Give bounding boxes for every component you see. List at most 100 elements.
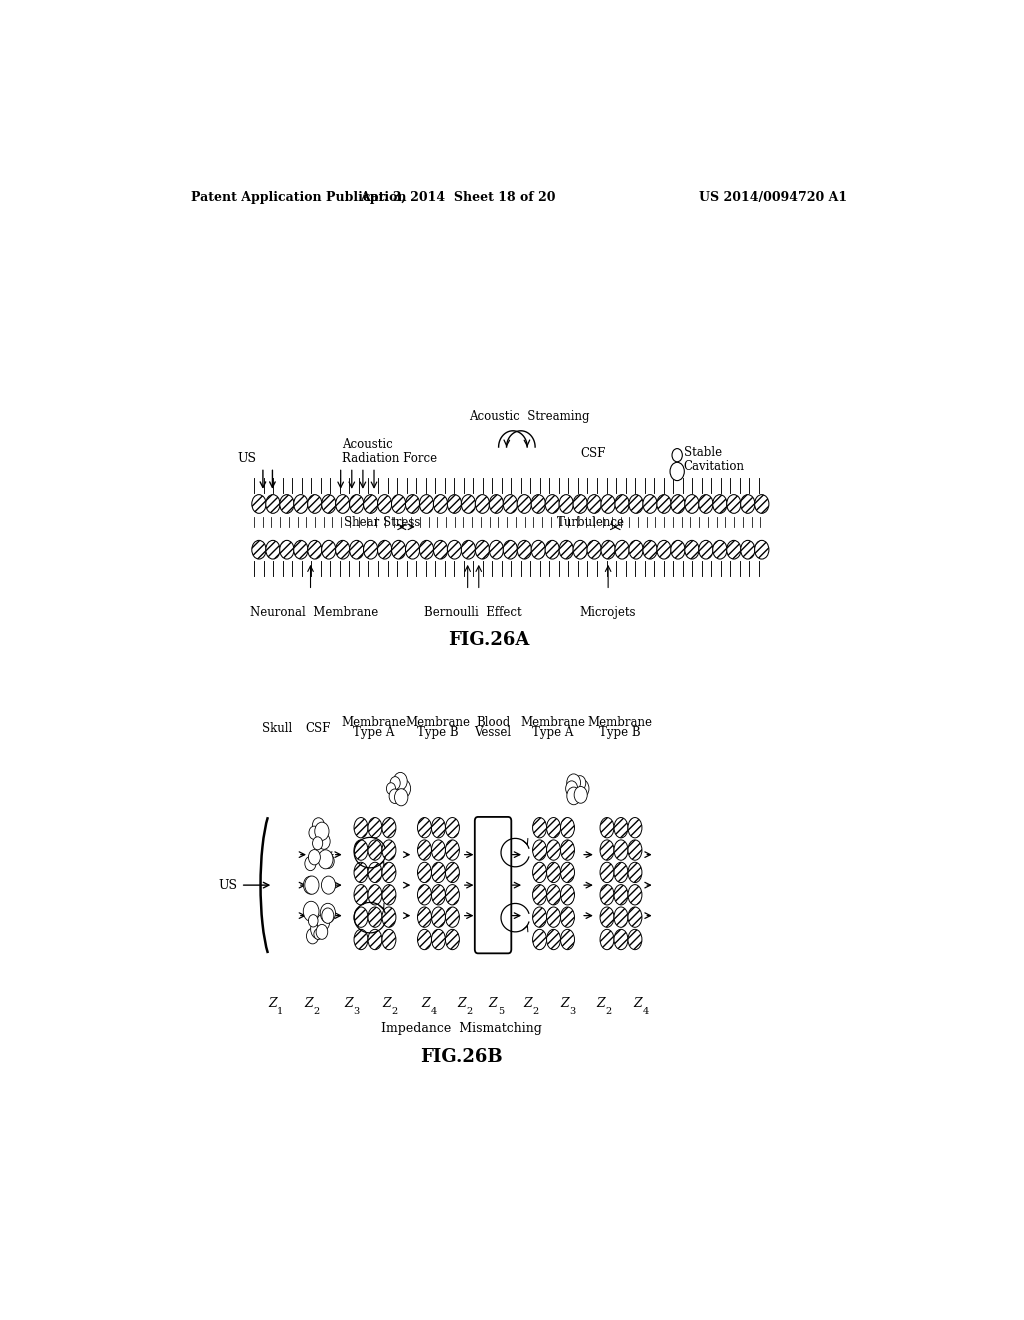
Ellipse shape bbox=[322, 495, 336, 513]
Ellipse shape bbox=[698, 540, 713, 560]
Ellipse shape bbox=[368, 884, 382, 906]
Ellipse shape bbox=[445, 817, 460, 838]
Ellipse shape bbox=[727, 495, 741, 513]
Text: Patent Application Publication: Patent Application Publication bbox=[191, 190, 407, 203]
Text: 4: 4 bbox=[430, 1007, 436, 1016]
Ellipse shape bbox=[349, 540, 364, 560]
Circle shape bbox=[394, 789, 408, 805]
Circle shape bbox=[565, 781, 578, 796]
Ellipse shape bbox=[601, 540, 615, 560]
Ellipse shape bbox=[382, 840, 396, 861]
Ellipse shape bbox=[368, 907, 382, 928]
Ellipse shape bbox=[628, 907, 642, 928]
Circle shape bbox=[574, 776, 586, 791]
Ellipse shape bbox=[307, 540, 322, 560]
Ellipse shape bbox=[740, 495, 755, 513]
Text: Z: Z bbox=[560, 997, 568, 1010]
Text: FIG.26B: FIG.26B bbox=[420, 1048, 503, 1065]
Text: Blood: Blood bbox=[476, 715, 510, 729]
Ellipse shape bbox=[727, 540, 741, 560]
Ellipse shape bbox=[349, 495, 364, 513]
Ellipse shape bbox=[698, 495, 713, 513]
Ellipse shape bbox=[532, 862, 547, 883]
Circle shape bbox=[318, 850, 333, 869]
Circle shape bbox=[321, 903, 336, 923]
Text: 3: 3 bbox=[353, 1007, 359, 1016]
Ellipse shape bbox=[382, 862, 396, 883]
Ellipse shape bbox=[431, 884, 445, 906]
Ellipse shape bbox=[280, 540, 294, 560]
Circle shape bbox=[323, 854, 334, 869]
Ellipse shape bbox=[354, 907, 368, 928]
Text: 5: 5 bbox=[498, 1007, 504, 1016]
Ellipse shape bbox=[391, 540, 406, 560]
Ellipse shape bbox=[559, 495, 573, 513]
Ellipse shape bbox=[532, 907, 547, 928]
Ellipse shape bbox=[531, 540, 546, 560]
Ellipse shape bbox=[601, 495, 615, 513]
Ellipse shape bbox=[391, 495, 406, 513]
Text: Acoustic  Streaming: Acoustic Streaming bbox=[469, 409, 590, 422]
Circle shape bbox=[322, 908, 334, 924]
Ellipse shape bbox=[628, 862, 642, 883]
Ellipse shape bbox=[628, 929, 642, 949]
Ellipse shape bbox=[628, 840, 642, 861]
Ellipse shape bbox=[420, 540, 434, 560]
Text: US 2014/0094720 A1: US 2014/0094720 A1 bbox=[699, 190, 848, 203]
Ellipse shape bbox=[280, 495, 294, 513]
Ellipse shape bbox=[547, 840, 560, 861]
Ellipse shape bbox=[587, 540, 601, 560]
Ellipse shape bbox=[560, 929, 574, 949]
Ellipse shape bbox=[418, 907, 431, 928]
Text: CSF: CSF bbox=[306, 722, 331, 735]
Text: US: US bbox=[218, 879, 238, 891]
Ellipse shape bbox=[418, 884, 431, 906]
Ellipse shape bbox=[252, 540, 266, 560]
Ellipse shape bbox=[560, 884, 574, 906]
FancyBboxPatch shape bbox=[475, 817, 511, 953]
Ellipse shape bbox=[559, 540, 573, 560]
Circle shape bbox=[308, 850, 321, 865]
Text: 1: 1 bbox=[278, 1007, 284, 1016]
Circle shape bbox=[670, 462, 684, 480]
Circle shape bbox=[303, 902, 319, 921]
Ellipse shape bbox=[671, 495, 685, 513]
Circle shape bbox=[390, 776, 400, 789]
Ellipse shape bbox=[560, 907, 574, 928]
Ellipse shape bbox=[354, 817, 368, 838]
Ellipse shape bbox=[628, 817, 642, 838]
Text: Radiation Force: Radiation Force bbox=[342, 453, 437, 466]
Ellipse shape bbox=[431, 929, 445, 949]
Text: Z: Z bbox=[523, 997, 531, 1010]
Ellipse shape bbox=[475, 495, 489, 513]
Ellipse shape bbox=[600, 840, 614, 861]
Circle shape bbox=[574, 787, 587, 804]
Ellipse shape bbox=[406, 495, 420, 513]
Circle shape bbox=[317, 833, 330, 849]
Ellipse shape bbox=[685, 540, 699, 560]
Text: Type B: Type B bbox=[417, 726, 459, 739]
Ellipse shape bbox=[643, 540, 657, 560]
Ellipse shape bbox=[545, 495, 559, 513]
Text: Z: Z bbox=[304, 997, 313, 1010]
Ellipse shape bbox=[573, 540, 588, 560]
Circle shape bbox=[316, 913, 330, 931]
Ellipse shape bbox=[489, 540, 504, 560]
Text: Shear Stress: Shear Stress bbox=[344, 516, 420, 529]
Ellipse shape bbox=[628, 884, 642, 906]
Ellipse shape bbox=[600, 862, 614, 883]
Ellipse shape bbox=[368, 862, 382, 883]
Circle shape bbox=[322, 876, 336, 894]
Ellipse shape bbox=[294, 495, 308, 513]
Ellipse shape bbox=[713, 540, 727, 560]
Text: Z: Z bbox=[268, 997, 276, 1010]
Circle shape bbox=[389, 789, 400, 804]
Ellipse shape bbox=[266, 495, 280, 513]
Text: Membrane: Membrane bbox=[520, 715, 585, 729]
Text: FIG.26A: FIG.26A bbox=[449, 631, 529, 649]
Text: Z: Z bbox=[457, 997, 466, 1010]
Ellipse shape bbox=[545, 540, 559, 560]
Ellipse shape bbox=[378, 540, 392, 560]
Circle shape bbox=[306, 928, 318, 944]
Text: Z: Z bbox=[382, 997, 391, 1010]
